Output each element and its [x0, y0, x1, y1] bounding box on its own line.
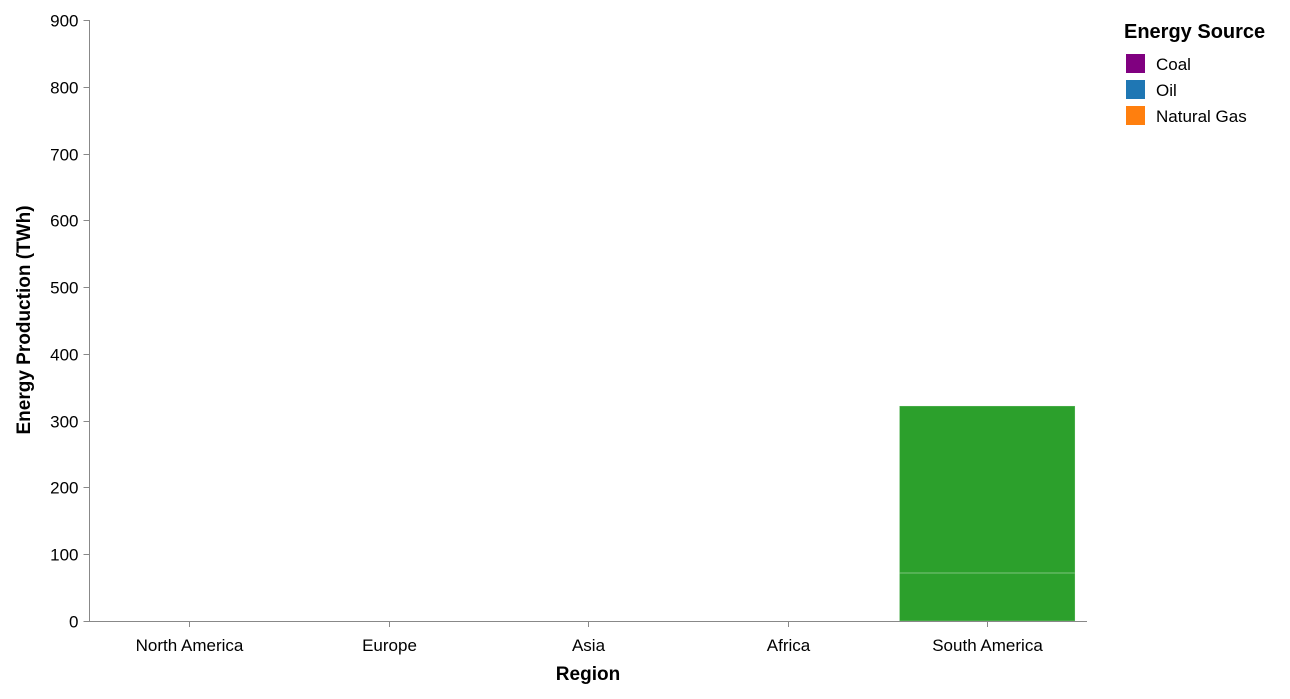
legend: Energy Source Coal Oil Natural Gas [1124, 21, 1265, 126]
legend-label: Natural Gas [1156, 107, 1247, 126]
y-tick-label: 600 [50, 212, 78, 231]
legend-swatch [1126, 106, 1145, 125]
bar-segment [898, 405, 1076, 574]
x-axis-title: Region [556, 664, 620, 685]
y-tick-label: 400 [50, 346, 78, 365]
bar-segment [898, 572, 1076, 622]
legend-label: Coal [1156, 55, 1191, 74]
legend-swatch [1126, 54, 1145, 73]
y-tick-label: 900 [50, 12, 78, 31]
y-tick-label: 200 [50, 479, 78, 498]
legend-swatch [1126, 80, 1145, 99]
axis-layer: 0 100 200 300 400 500 600 700 800 900 North Ameri… [14, 12, 1087, 685]
y-tick-label: 0 [69, 613, 78, 632]
y-tick-label: 500 [50, 279, 78, 298]
x-tick-label: Europe [362, 636, 417, 655]
legend-items: Coal Oil Natural Gas [1126, 54, 1247, 126]
x-tick-label: South America [932, 636, 1043, 655]
y-tick-label: 300 [50, 413, 78, 432]
x-tick-label: Asia [572, 636, 606, 655]
y-ticks: 0 100 200 300 400 500 600 700 800 900 [50, 12, 90, 632]
x-tick-label: North America [136, 636, 244, 655]
bars-layer [898, 405, 1076, 622]
legend-label: Oil [1156, 81, 1177, 100]
y-tick-label: 800 [50, 79, 78, 98]
legend-title: Energy Source [1124, 21, 1265, 43]
y-axis-title: Energy Production (TWh) [14, 205, 35, 434]
y-tick-label: 700 [50, 146, 78, 165]
y-tick-label: 100 [50, 546, 78, 565]
x-tick-label: Africa [767, 636, 811, 655]
x-ticks: North America Europe Asia Africa South Ameri… [136, 621, 1043, 655]
